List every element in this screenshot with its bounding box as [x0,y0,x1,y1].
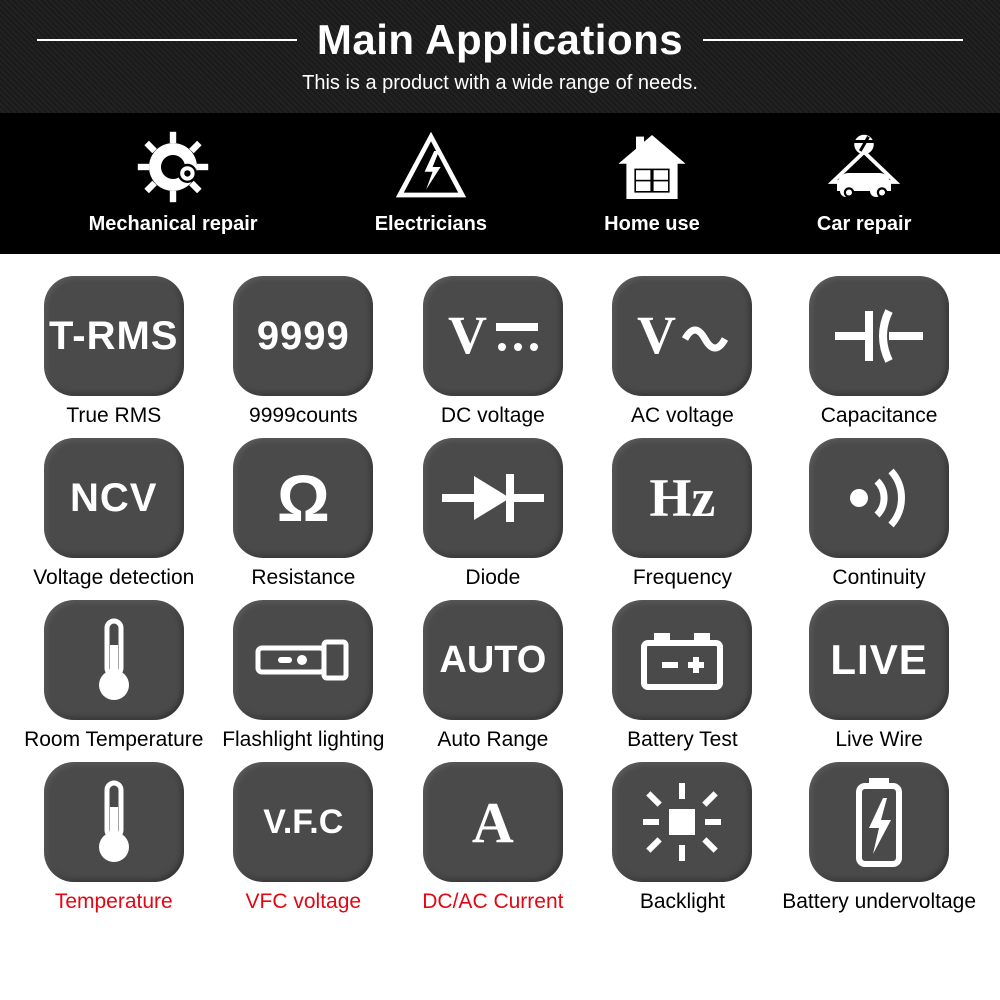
app-label: Electricians [375,213,487,236]
feature-label: Frequency [633,566,732,590]
feature-flashlight: Flashlight lighting [214,600,394,752]
app-label: Mechanical repair [89,213,258,236]
svg-text:V: V [448,305,487,365]
feature-label: DC/AC Current [422,890,563,914]
feature-label: Voltage detection [33,566,194,590]
feature-label: Room Temperature [24,728,203,752]
tile-text: NCV [44,438,184,558]
feature-ac-voltage: V AC voltage [593,276,773,428]
app-item-electricians: Electricians [375,127,487,236]
backlight-icon [612,762,752,882]
car-lift-icon [819,127,909,207]
feature-resistance: Ω Resistance [214,438,394,590]
feature-label: Temperature [55,890,173,914]
feature-continuity: Continuity [782,438,976,590]
feature-capacitance: Capacitance [782,276,976,428]
tile-text: AUTO [423,600,563,720]
continuity-icon [809,438,949,558]
diode-icon [423,438,563,558]
tile-text: LIVE [809,600,949,720]
feature-label: Live Wire [835,728,923,752]
thermometer-icon [44,600,184,720]
feature-label: Auto Range [437,728,548,752]
feature-grid: T-RMS True RMS 9999 9999counts V DC volt… [0,254,1000,924]
feature-label: Diode [465,566,520,590]
feature-label: Continuity [832,566,925,590]
feature-frequency: Hz Frequency [593,438,773,590]
capacitor-icon [809,276,949,396]
feature-label: Backlight [640,890,725,914]
feature-vfc: V.F.C VFC voltage [214,762,394,914]
feature-temperature: Temperature [24,762,204,914]
feature-label: True RMS [66,404,161,428]
tile-text: 9999 [233,276,373,396]
app-label: Car repair [817,213,912,236]
svg-text:V: V [637,305,676,365]
feature-label: 9999counts [249,404,358,428]
feature-label: Resistance [251,566,355,590]
feature-battery-test: Battery Test [593,600,773,752]
ohm-icon: Ω [233,438,373,558]
feature-label: DC voltage [441,404,545,428]
feature-ncv: NCV Voltage detection [24,438,204,590]
feature-dc-voltage: V DC voltage [403,276,583,428]
feature-diode: Diode [403,438,583,590]
app-item-car: Car repair [817,127,912,236]
app-item-mechanical: Mechanical repair [89,127,258,236]
battery-bolt-icon [809,762,949,882]
feature-battery-under: Battery undervoltage [782,762,976,914]
ac-voltage-icon: V [612,276,752,396]
feature-label: Capacitance [821,404,938,428]
lightning-triangle-icon [386,127,476,207]
title-row: Main Applications [0,16,1000,64]
battery-test-icon [612,600,752,720]
tile-text: A [423,762,563,882]
gear-icon [128,127,218,207]
tile-text: T-RMS [44,276,184,396]
feature-label: AC voltage [631,404,734,428]
feature-label: Battery Test [627,728,738,752]
flashlight-icon [233,600,373,720]
tile-text: Hz [612,438,752,558]
feature-label: Battery undervoltage [782,890,976,914]
feature-live-wire: LIVE Live Wire [782,600,976,752]
header-band: Main Applications This is a product with… [0,0,1000,113]
feature-counts: 9999 9999counts [214,276,394,428]
thermometer-icon [44,762,184,882]
feature-room-temp: Room Temperature [24,600,204,752]
feature-true-rms: T-RMS True RMS [24,276,204,428]
feature-current: A DC/AC Current [403,762,583,914]
feature-auto-range: AUTO Auto Range [403,600,583,752]
divider-right [703,39,963,41]
page-subtitle: This is a product with a wide range of n… [0,72,1000,95]
page-title: Main Applications [317,16,683,64]
app-item-home: Home use [604,127,700,236]
feature-label: Flashlight lighting [222,728,384,752]
house-icon [607,127,697,207]
tile-text: V.F.C [233,762,373,882]
applications-row: Mechanical repair Electricians Home use [0,113,1000,254]
app-label: Home use [604,213,700,236]
feature-backlight: Backlight [593,762,773,914]
dc-voltage-icon: V [423,276,563,396]
divider-left [37,39,297,41]
feature-label: VFC voltage [246,890,362,914]
